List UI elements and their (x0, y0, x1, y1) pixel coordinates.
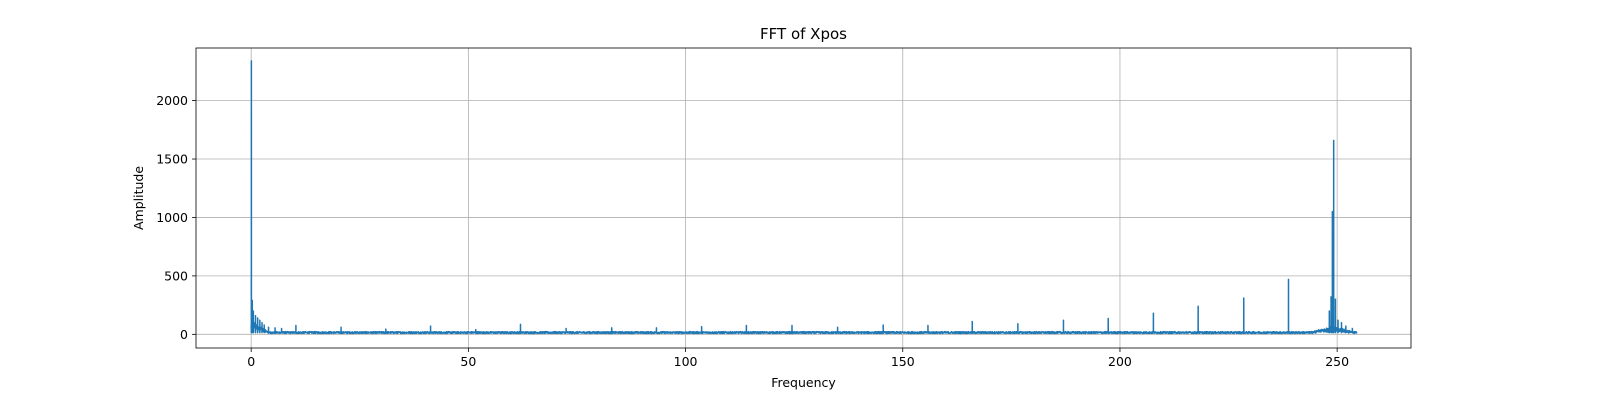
series-layer (250, 60, 1358, 335)
y-axis-label: Amplitude (131, 166, 146, 230)
x-tick-label: 250 (1325, 354, 1349, 369)
x-tick-label: 200 (1108, 354, 1132, 369)
y-tick-label: 1000 (156, 210, 188, 225)
x-tick-label: 50 (460, 354, 476, 369)
x-axis-label: Frequency (771, 375, 836, 390)
x-tick-label: 0 (247, 354, 255, 369)
ticks: 0 50 100 150 200 250 0 500 1000 1500 2000 (156, 93, 1349, 369)
x-tick-label: 150 (891, 354, 915, 369)
y-tick-label: 0 (180, 327, 188, 342)
y-tick-label: 1500 (156, 152, 188, 167)
y-tick-label: 2000 (156, 93, 188, 108)
series-line-amplitude (250, 60, 1358, 335)
y-tick-label: 500 (164, 268, 188, 283)
x-tick-label: 100 (674, 354, 698, 369)
plot-frame (195, 47, 1412, 349)
chart-title: FFT of Xpos (760, 25, 847, 43)
grid (196, 48, 1411, 348)
